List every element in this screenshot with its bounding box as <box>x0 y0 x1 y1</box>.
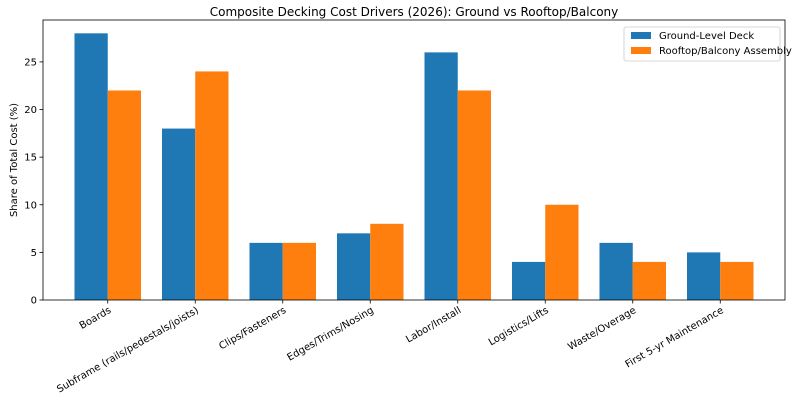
legend-label: Ground-Level Deck <box>659 31 754 42</box>
x-tick-label: Logistics/Lifts <box>487 305 551 348</box>
y-tick-label: 20 <box>24 105 37 116</box>
bar-ground-4 <box>424 52 458 300</box>
y-tick-label: 15 <box>24 153 37 164</box>
y-tick-label: 25 <box>24 57 37 68</box>
x-tick-label: First 5-yr Maintenance <box>624 305 726 370</box>
bar-rooftop-4 <box>457 90 491 300</box>
bar-ground-0 <box>74 33 108 300</box>
chart-title: Composite Decking Cost Drivers (2026): G… <box>210 5 619 19</box>
x-tick-label: Waste/Overage <box>566 305 638 353</box>
bar-ground-5 <box>512 261 546 300</box>
bar-rooftop-6 <box>632 261 666 300</box>
bar-ground-2 <box>249 242 283 300</box>
legend-swatch <box>631 47 651 54</box>
x-tick-label: Labor/Install <box>404 305 463 345</box>
y-tick-label: 10 <box>24 200 37 211</box>
plot-frame <box>42 19 786 301</box>
bar-ground-7 <box>687 252 721 300</box>
bar-rooftop-2 <box>282 242 316 300</box>
x-tick-label: Clips/Fasteners <box>217 305 288 352</box>
legend-label: Rooftop/Balcony Assembly <box>659 46 792 57</box>
bar-rooftop-7 <box>720 261 754 300</box>
legend-swatch <box>631 32 651 39</box>
bar-ground-6 <box>599 242 633 300</box>
legend: Ground-Level Deck Rooftop/Balcony Assembl… <box>623 26 792 62</box>
bar-rooftop-3 <box>370 223 404 300</box>
y-tick-label: 0 <box>31 296 37 307</box>
legend-box <box>623 26 781 62</box>
x-tick-label: Edges/Trims/Nosing <box>285 305 375 363</box>
bar-rooftop-0 <box>107 90 141 300</box>
x-tick-label: Subframe (rails/pedestals/joists) <box>55 305 201 395</box>
bar-rooftop-1 <box>195 71 229 300</box>
y-tick-label: 5 <box>31 248 37 259</box>
bar-ground-3 <box>337 233 371 300</box>
bar-rooftop-5 <box>545 204 579 300</box>
y-axis-label: Share of Total Cost (%) <box>9 103 20 217</box>
x-tick-label: Boards <box>78 305 113 332</box>
bar-ground-1 <box>162 128 196 300</box>
